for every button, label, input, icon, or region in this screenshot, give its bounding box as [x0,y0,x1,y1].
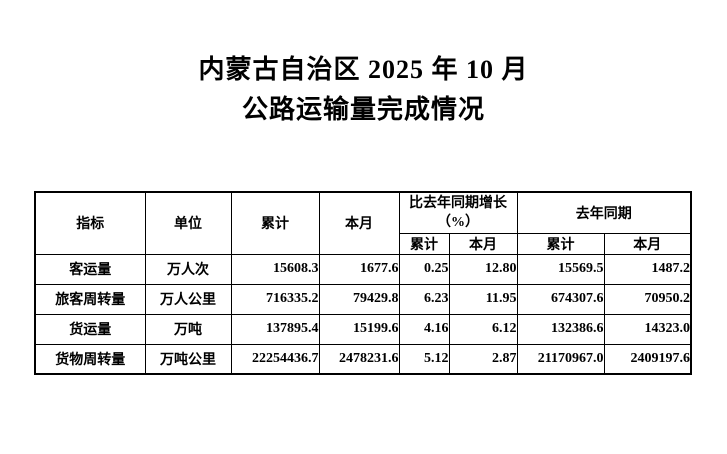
cell-month: 2478231.6 [318,343,400,375]
header-last-year-period: 去年同期 [516,191,692,234]
page-title-line2: 公路运输量完成情况 [241,95,485,124]
table-header-row-top: 指标 单位 累计 本月 比去年同期增长 （%） 去年同期 [34,191,692,255]
header-growth-vs-last-year: 比去年同期增长 （%） [398,191,518,234]
cell-growth-cumulative: 4.16 [398,313,450,345]
table-row-freight-volume: 货运量 万吨 137895.4 15199.6 4.16 6.12 132386… [34,313,692,345]
cell-cumulative: 22254436.7 [230,343,320,375]
header-month: 本月 [318,191,400,255]
subheader-last-month: 本月 [603,232,692,255]
cell-growth-cumulative: 0.25 [398,253,450,285]
cell-unit: 万人公里 [144,283,232,315]
header-growth-line1: 比去年同期增长 [409,195,507,211]
page-title: 内蒙古自治区 2025 年 10 月 公路运输量完成情况 [0,50,727,130]
header-unit: 单位 [144,191,232,255]
cell-growth-month: 11.95 [448,283,518,315]
cell-last-cumulative: 21170967.0 [516,343,605,375]
subheader-growth-cumulative: 累计 [398,232,450,255]
cell-growth-cumulative: 6.23 [398,283,450,315]
cell-indicator: 货运量 [34,313,146,345]
cell-indicator: 客运量 [34,253,146,285]
subheader-last-cumulative: 累计 [516,232,605,255]
cell-last-month: 1487.2 [603,253,692,285]
page-title-line1: 内蒙古自治区 2025 年 10 月 [198,55,529,84]
cell-unit: 万人次 [144,253,232,285]
cell-cumulative: 15608.3 [230,253,320,285]
cell-cumulative: 137895.4 [230,313,320,345]
cell-last-month: 2409197.6 [603,343,692,375]
cell-last-month: 14323.0 [603,313,692,345]
cell-unit: 万吨公里 [144,343,232,375]
cell-month: 1677.6 [318,253,400,285]
header-cumulative: 累计 [230,191,320,255]
transport-volume-table: 指标 单位 累计 本月 比去年同期增长 （%） 去年同期 累计 本月 累计 本月… [34,191,692,375]
cell-month: 15199.6 [318,313,400,345]
table-row-passenger-turnover: 旅客周转量 万人公里 716335.2 79429.8 6.23 11.95 6… [34,283,692,315]
cell-growth-month: 2.87 [448,343,518,375]
header-indicator: 指标 [34,191,146,255]
cell-growth-cumulative: 5.12 [398,343,450,375]
cell-last-month: 70950.2 [603,283,692,315]
header-growth-line2: （%） [437,214,479,230]
cell-indicator: 货物周转量 [34,343,146,375]
cell-last-cumulative: 132386.6 [516,313,605,345]
cell-indicator: 旅客周转量 [34,283,146,315]
cell-month: 79429.8 [318,283,400,315]
cell-growth-month: 12.80 [448,253,518,285]
cell-last-cumulative: 674307.6 [516,283,605,315]
cell-last-cumulative: 15569.5 [516,253,605,285]
subheader-growth-month: 本月 [448,232,518,255]
cell-cumulative: 716335.2 [230,283,320,315]
table-row-freight-turnover: 货物周转量 万吨公里 22254436.7 2478231.6 5.12 2.8… [34,343,692,375]
cell-growth-month: 6.12 [448,313,518,345]
cell-unit: 万吨 [144,313,232,345]
table-row-passenger-volume: 客运量 万人次 15608.3 1677.6 0.25 12.80 15569.… [34,253,692,285]
